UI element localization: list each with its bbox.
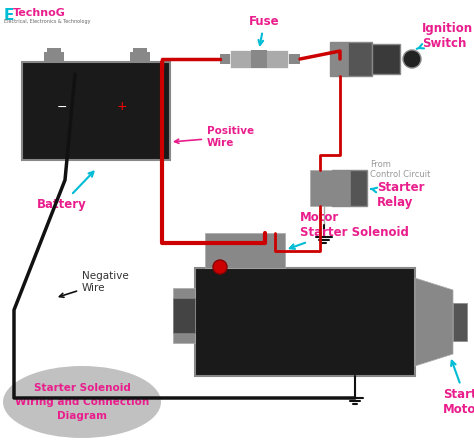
Bar [310, 170, 332, 206]
Text: TechnoG: TechnoG [13, 8, 66, 18]
Bar [330, 42, 348, 76]
Text: Starter Solenoid
Wiring and Connection
Diagram: Starter Solenoid Wiring and Connection D… [15, 383, 149, 421]
Text: Electrical, Electronics & Technology: Electrical, Electronics & Technology [4, 19, 91, 24]
Bar [195, 268, 415, 376]
Text: −: − [57, 100, 67, 113]
Bar [288, 54, 300, 64]
Text: Battery: Battery [37, 172, 93, 211]
Bar [453, 303, 467, 341]
Text: Positive
Wire: Positive Wire [174, 126, 254, 148]
Bar [230, 50, 288, 68]
Bar [220, 54, 232, 64]
Bar [205, 233, 285, 268]
Text: E: E [4, 8, 14, 23]
Text: Fuse: Fuse [249, 15, 280, 45]
Bar [332, 170, 367, 206]
Text: Motor
Starter Solenoid: Motor Starter Solenoid [290, 211, 409, 249]
Bar [173, 288, 195, 343]
Circle shape [213, 260, 227, 274]
Bar [330, 42, 372, 76]
Bar [47, 48, 61, 54]
Text: Starter
Relay: Starter Relay [371, 181, 425, 209]
Bar [332, 170, 350, 206]
Bar [251, 50, 267, 68]
Text: Ignition
Switch: Ignition Switch [417, 22, 473, 50]
Bar [130, 52, 150, 64]
Bar [372, 44, 400, 74]
Bar [22, 62, 170, 160]
Text: Negative
Wire: Negative Wire [59, 271, 129, 297]
Bar [44, 52, 64, 64]
Text: From
Control Circuit: From Control Circuit [370, 160, 430, 179]
Circle shape [403, 50, 421, 68]
Bar [173, 298, 195, 333]
Polygon shape [415, 278, 453, 366]
Bar [133, 48, 147, 54]
Ellipse shape [3, 366, 161, 438]
Text: Starter
Motor: Starter Motor [443, 361, 474, 416]
Text: +: + [117, 100, 128, 113]
